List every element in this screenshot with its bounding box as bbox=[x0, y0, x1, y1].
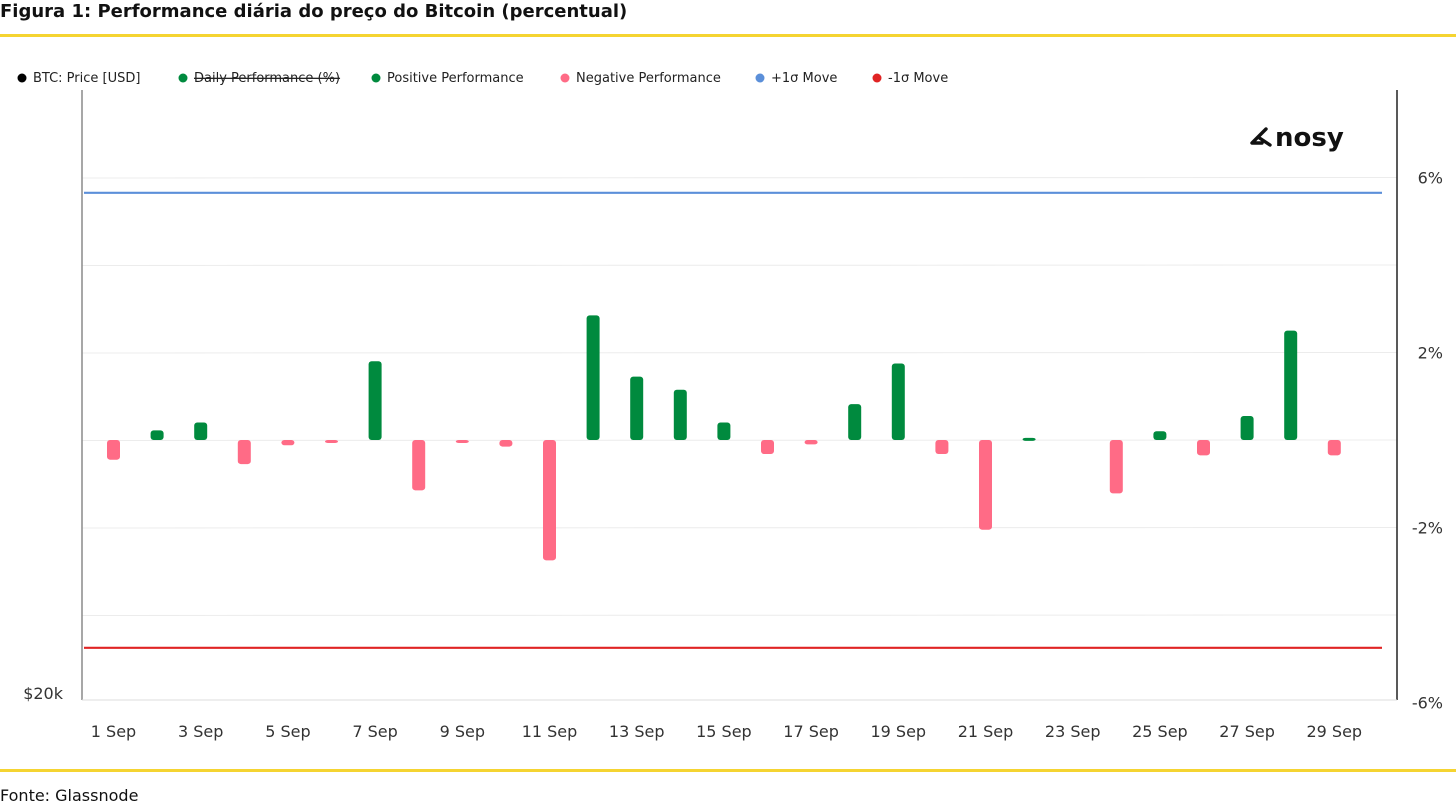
performance-bars bbox=[107, 315, 1341, 561]
legend-item-positive[interactable]: Positive Performance bbox=[371, 71, 524, 86]
nosy-logo-wordmark: nosy bbox=[1275, 123, 1344, 153]
x-tick-label: 3 Sep bbox=[178, 722, 223, 741]
negative-bar bbox=[979, 440, 992, 530]
legend-label: BTC: Price [USD] bbox=[33, 71, 140, 86]
x-tick-label: 23 Sep bbox=[1045, 722, 1101, 741]
grid-line bbox=[81, 527, 1398, 529]
bitcoin-performance-chart: BTC: Price [USD] Daily Performance (%) Pos… bbox=[17, 71, 1443, 741]
positive-bar bbox=[891, 363, 905, 440]
x-tick-label: 13 Sep bbox=[609, 722, 665, 741]
negative-bar bbox=[412, 440, 426, 491]
negative-bar bbox=[543, 440, 556, 561]
negative-bar bbox=[107, 440, 120, 460]
legend-item-negative[interactable]: Negative Performance bbox=[560, 71, 721, 86]
positive-bar bbox=[1240, 415, 1254, 440]
negative-bar bbox=[237, 440, 251, 465]
x-tick-label: 17 Sep bbox=[783, 722, 839, 741]
legend-label: Daily Performance (%) bbox=[194, 71, 340, 86]
negative-bar bbox=[1109, 440, 1123, 494]
x-tick-label: 5 Sep bbox=[265, 722, 310, 741]
top-accent-rule bbox=[0, 34, 1456, 37]
y-axis-ticks: 6% 2% -2% -6% $20k bbox=[23, 169, 1443, 713]
x-axis-ticks: 1 Sep 3 Sep 5 Sep 7 Sep 9 Sep 11 Sep 13 Sep 15 … bbox=[91, 722, 1362, 741]
legend-label: +1σ Move bbox=[771, 71, 837, 86]
grid-line bbox=[81, 352, 1398, 354]
right-y-tick-label: -6% bbox=[1412, 694, 1443, 713]
positive-bar bbox=[194, 422, 208, 440]
positive-bar bbox=[586, 315, 600, 440]
legend-item-daily[interactable]: Daily Performance (%) bbox=[178, 71, 341, 86]
legend-dot-icon bbox=[560, 73, 570, 83]
legend-dot-icon bbox=[17, 73, 27, 83]
legend-dot-icon bbox=[755, 73, 765, 83]
chart-axes bbox=[81, 90, 1398, 701]
right-y-tick-label: 6% bbox=[1418, 169, 1443, 188]
legend-dot-icon bbox=[872, 73, 882, 83]
bottom-accent-rule bbox=[0, 769, 1456, 772]
sigma-lines bbox=[84, 191, 1382, 649]
x-tick-label: 25 Sep bbox=[1132, 722, 1188, 741]
chart-legend: BTC: Price [USD] Daily Performance (%) Pos… bbox=[17, 71, 949, 86]
nosy-logo: nosy bbox=[1250, 123, 1344, 153]
figure-title: Figura 1: Performance diária do preço do… bbox=[0, 1, 628, 22]
x-tick-label: 9 Sep bbox=[440, 722, 485, 741]
legend-item-plus_sigma[interactable]: +1σ Move bbox=[755, 71, 838, 86]
legend-item-price[interactable]: BTC: Price [USD] bbox=[17, 71, 141, 86]
right-y-tick-label: 2% bbox=[1418, 344, 1443, 363]
positive-bar bbox=[848, 404, 862, 440]
negative-bar bbox=[499, 440, 513, 447]
negative-bar bbox=[1197, 440, 1210, 456]
nosy-logo-mark-icon bbox=[1250, 127, 1272, 147]
x-tick-label: 11 Sep bbox=[522, 722, 578, 741]
chart-grid bbox=[81, 177, 1398, 616]
x-tick-label: 7 Sep bbox=[352, 722, 397, 741]
legend-label: Negative Performance bbox=[576, 71, 721, 86]
positive-bar bbox=[150, 430, 164, 440]
negative-bar bbox=[325, 440, 338, 443]
x-tick-label: 1 Sep bbox=[91, 722, 136, 741]
legend-label: -1σ Move bbox=[888, 71, 948, 86]
grid-line bbox=[81, 439, 1398, 441]
legend-dot-icon bbox=[178, 73, 188, 83]
grid-line bbox=[81, 614, 1398, 616]
positive-bar bbox=[630, 376, 644, 440]
left-y-tick-label: $20k bbox=[23, 684, 64, 703]
negative-bar bbox=[761, 440, 774, 454]
legend-item-minus_sigma[interactable]: -1σ Move bbox=[872, 71, 949, 86]
negative-bar bbox=[455, 440, 469, 443]
positive-bar bbox=[368, 361, 382, 440]
x-tick-label: 29 Sep bbox=[1306, 722, 1362, 741]
positive-bar bbox=[1284, 330, 1298, 440]
negative-bar bbox=[935, 440, 949, 454]
grid-line bbox=[81, 264, 1398, 266]
negative-bar bbox=[804, 440, 818, 445]
grid-line bbox=[81, 177, 1398, 179]
x-tick-label: 27 Sep bbox=[1219, 722, 1275, 741]
negative-bar bbox=[281, 440, 295, 446]
positive-bar bbox=[717, 422, 731, 440]
x-tick-label: 19 Sep bbox=[870, 722, 926, 741]
legend-dot-icon bbox=[371, 73, 381, 83]
legend-label: Positive Performance bbox=[387, 71, 524, 86]
right-y-tick-label: -2% bbox=[1412, 519, 1443, 538]
positive-bar bbox=[673, 389, 687, 440]
x-tick-label: 15 Sep bbox=[696, 722, 752, 741]
source-caption: Fonte: Glassnode bbox=[0, 786, 139, 805]
positive-bar bbox=[1022, 437, 1036, 441]
positive-bar bbox=[1153, 431, 1167, 440]
negative-bar bbox=[1327, 440, 1341, 456]
x-tick-label: 21 Sep bbox=[958, 722, 1014, 741]
